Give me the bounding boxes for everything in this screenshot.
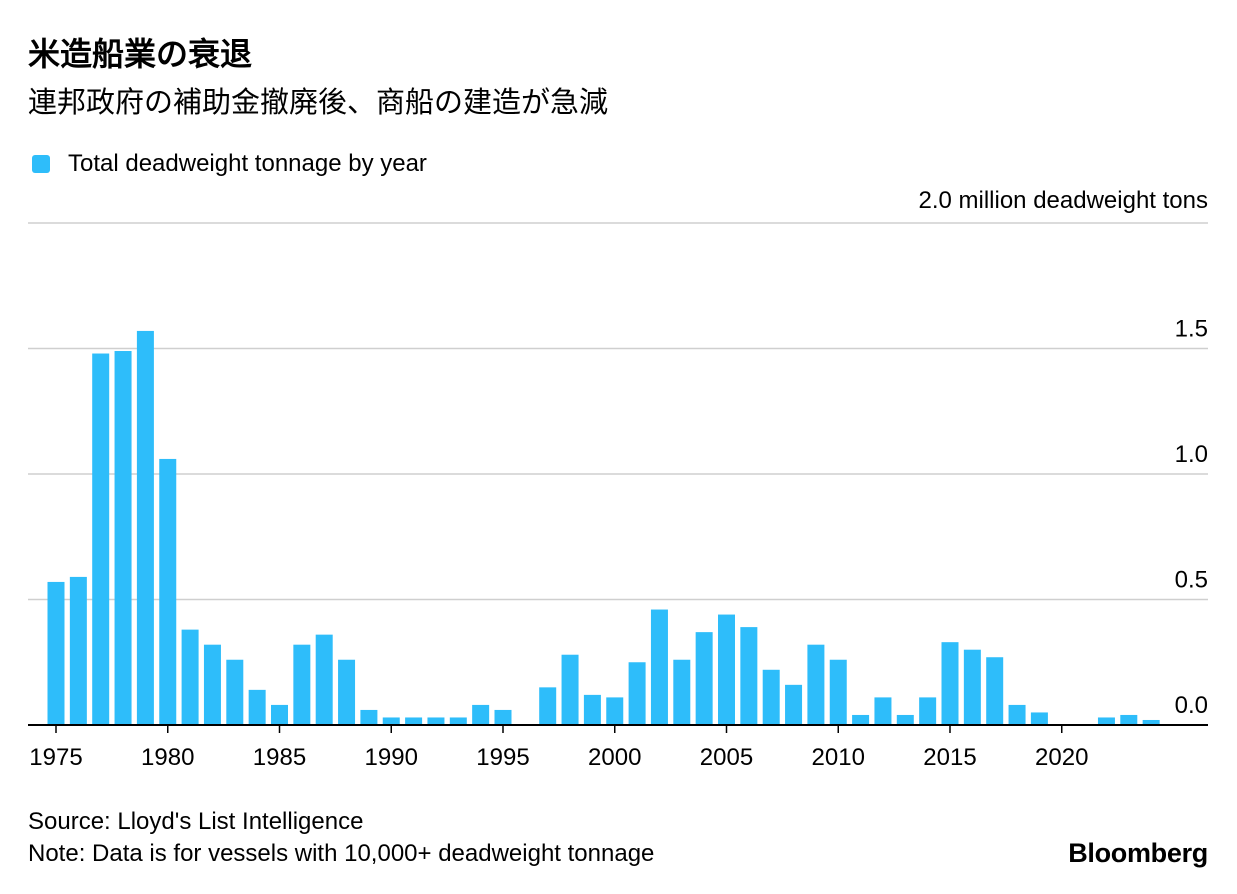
bar	[628, 662, 646, 725]
x-tick-label: 2015	[923, 744, 976, 771]
bar	[114, 351, 132, 725]
bloomberg-logo: Bloomberg	[1068, 838, 1208, 868]
bar	[583, 694, 601, 725]
bar	[561, 654, 579, 725]
x-tick-label: 1990	[365, 744, 418, 771]
bar	[919, 697, 937, 725]
bar	[360, 709, 378, 725]
y-tick-label: 1.0	[1175, 441, 1208, 468]
legend-label: Total deadweight tonnage by year	[68, 150, 427, 177]
bar	[159, 458, 177, 725]
chart-subtitle: 連邦政府の補助金撤廃後、商船の建造が急減	[28, 85, 609, 119]
legend: Total deadweight tonnage by year	[32, 150, 427, 178]
bar	[427, 717, 445, 725]
bar	[315, 634, 333, 725]
bar	[740, 627, 758, 725]
x-tick-label: 2010	[812, 744, 865, 771]
y-tick-label: 1.5	[1175, 316, 1208, 343]
bar	[606, 697, 624, 725]
bar	[1120, 714, 1138, 725]
bar	[695, 632, 713, 725]
bar	[539, 687, 557, 725]
bar	[47, 581, 65, 725]
bar	[92, 353, 110, 725]
x-tick-label: 2020	[1035, 744, 1088, 771]
bar	[1142, 719, 1160, 725]
bar	[1030, 712, 1048, 725]
x-tick-label: 2005	[700, 744, 753, 771]
bar	[494, 709, 512, 725]
bar	[963, 649, 981, 725]
y-axis-unit-label: 2.0 million deadweight tons	[918, 187, 1208, 214]
chart-title: 米造船業の衰退	[28, 35, 253, 73]
bar	[226, 659, 244, 725]
bar	[293, 644, 311, 725]
legend-swatch	[32, 155, 50, 173]
bar	[405, 717, 423, 725]
bar	[203, 644, 221, 725]
bar	[941, 642, 959, 725]
y-tick-label: 0.5	[1175, 567, 1208, 594]
bar	[181, 629, 199, 725]
bar	[248, 689, 266, 725]
bar	[382, 717, 400, 725]
x-tick-label: 1980	[141, 744, 194, 771]
bar	[271, 704, 288, 725]
bar	[785, 684, 803, 725]
bar	[718, 614, 735, 725]
x-tick-label: 2000	[588, 744, 641, 771]
bar	[472, 704, 490, 725]
bar	[896, 714, 914, 725]
bar	[1097, 717, 1115, 725]
bar	[650, 609, 668, 725]
bar	[874, 697, 892, 725]
bar	[338, 659, 356, 725]
x-tick-label: 1985	[253, 744, 306, 771]
bar	[136, 330, 154, 725]
bar	[852, 714, 870, 725]
x-tick-label: 1975	[29, 744, 82, 771]
x-tick-label: 1995	[476, 744, 529, 771]
bar	[986, 657, 1004, 725]
bar	[449, 717, 467, 725]
footnote: Note: Data is for vessels with 10,000+ d…	[28, 840, 655, 867]
y-tick-label: 0.0	[1175, 692, 1208, 719]
source-note: Source: Lloyd's List Intelligence	[28, 808, 364, 835]
bar	[807, 644, 825, 725]
bar	[673, 659, 691, 725]
bar	[829, 659, 847, 725]
bar	[1008, 704, 1026, 725]
bar	[762, 669, 780, 725]
bar	[69, 576, 87, 725]
